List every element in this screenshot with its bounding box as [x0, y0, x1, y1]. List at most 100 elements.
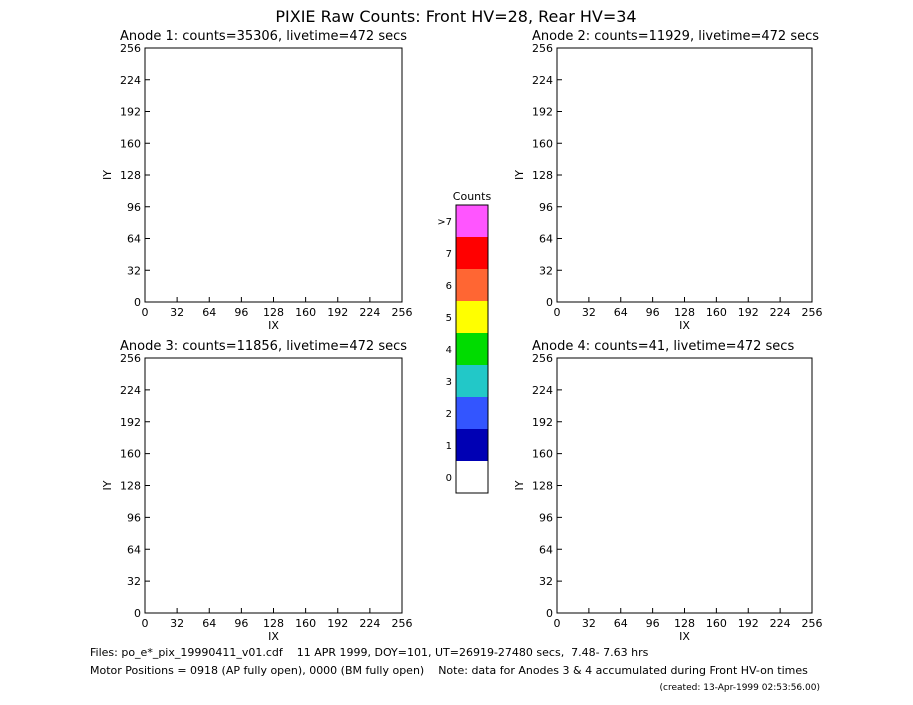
x-tick-label: 192: [738, 306, 759, 319]
colorbar-label: 1: [446, 441, 452, 452]
x-tick-label: 128: [263, 617, 284, 630]
x-tick-label: 160: [295, 306, 316, 319]
y-tick-label: 192: [120, 106, 141, 119]
x-tick-label: 96: [234, 306, 248, 319]
plot-frame: [556, 357, 813, 614]
x-tick-label: 0: [142, 617, 149, 630]
page-title: PIXIE Raw Counts: Front HV=28, Rear HV=3…: [275, 7, 636, 26]
x-tick-label: 256: [392, 306, 413, 319]
x-tick-label: 192: [327, 306, 348, 319]
x-tick-label: 32: [170, 306, 184, 319]
colorbar-label: 3: [446, 377, 452, 388]
colorbar-swatch: [456, 365, 488, 397]
colorbar-label: >7: [437, 217, 452, 228]
y-axis-label: IY: [101, 480, 114, 490]
y-tick-label: 96: [127, 511, 141, 524]
y-tick-label: 128: [532, 480, 553, 493]
y-tick-label: 0: [546, 296, 553, 309]
x-tick-label: 32: [582, 617, 596, 630]
y-tick-label: 160: [532, 137, 553, 150]
y-tick-label: 192: [120, 416, 141, 429]
x-tick-label: 128: [674, 617, 695, 630]
x-axis-label: IX: [268, 630, 279, 643]
x-axis-label: IX: [268, 319, 279, 332]
y-tick-label: 224: [532, 74, 553, 87]
x-tick-label: 0: [554, 306, 561, 319]
colorbar-swatch: [456, 429, 488, 461]
y-tick-label: 128: [120, 480, 141, 493]
x-tick-label: 64: [614, 306, 628, 319]
x-tick-label: 224: [359, 617, 380, 630]
colorbar-label: 2: [446, 409, 452, 420]
colorbar-swatch: [456, 461, 488, 493]
x-tick-label: 128: [674, 306, 695, 319]
y-tick-label: 96: [127, 201, 141, 214]
x-tick-label: 128: [263, 306, 284, 319]
y-tick-label: 256: [120, 42, 141, 55]
y-tick-label: 64: [539, 543, 553, 556]
x-tick-label: 64: [202, 306, 216, 319]
x-axis-label: IX: [679, 319, 690, 332]
x-axis-label: IX: [679, 630, 690, 643]
x-tick-label: 224: [770, 617, 791, 630]
x-tick-label: 192: [327, 617, 348, 630]
y-tick-label: 160: [120, 448, 141, 461]
colorbar-label: 0: [446, 473, 452, 484]
x-tick-label: 224: [770, 306, 791, 319]
motor-note: Motor Positions = 0918 (AP fully open), …: [90, 664, 808, 677]
y-tick-label: 0: [134, 296, 141, 309]
colorbar-swatch: [456, 397, 488, 429]
panel-title: Anode 1: counts=35306, livetime=472 secs: [120, 29, 407, 44]
y-tick-label: 96: [539, 201, 553, 214]
x-tick-label: 96: [234, 617, 248, 630]
x-tick-label: 32: [170, 617, 184, 630]
x-tick-label: 0: [554, 617, 561, 630]
y-tick-label: 32: [127, 575, 141, 588]
y-axis-label: IY: [513, 170, 526, 180]
y-tick-label: 224: [120, 384, 141, 397]
created-note: (created: 13-Apr-1999 02:53:56.00): [660, 683, 820, 693]
x-tick-label: 160: [295, 617, 316, 630]
x-tick-label: 64: [202, 617, 216, 630]
panel-title: Anode 2: counts=11929, livetime=472 secs: [532, 29, 819, 44]
panel-title: Anode 3: counts=11856, livetime=472 secs: [120, 339, 407, 354]
plot-frame: [556, 47, 813, 303]
y-tick-label: 32: [539, 575, 553, 588]
x-tick-label: 192: [738, 617, 759, 630]
x-tick-label: 256: [392, 617, 413, 630]
y-tick-label: 192: [532, 106, 553, 119]
x-tick-label: 160: [706, 306, 727, 319]
y-tick-label: 224: [532, 384, 553, 397]
y-tick-label: 64: [127, 543, 141, 556]
y-tick-label: 160: [120, 137, 141, 150]
colorbar-swatch: [456, 205, 488, 237]
colorbar-swatch: [456, 301, 488, 333]
y-axis-label: IY: [513, 480, 526, 490]
colorbar-label: 4: [446, 345, 452, 356]
colorbar-label: 5: [446, 313, 452, 324]
panel-title: Anode 4: counts=41, livetime=472 secs: [532, 339, 794, 354]
y-tick-label: 32: [127, 264, 141, 277]
y-tick-label: 128: [532, 169, 553, 182]
y-tick-label: 224: [120, 74, 141, 87]
y-tick-label: 256: [532, 352, 553, 365]
y-tick-label: 0: [546, 607, 553, 620]
colorbar-swatch: [456, 269, 488, 301]
y-tick-label: 256: [120, 352, 141, 365]
plot-frame: [144, 47, 403, 303]
y-tick-label: 160: [532, 448, 553, 461]
colorbar-frame: [455, 204, 489, 494]
colorbar-swatch: [456, 237, 488, 269]
x-tick-label: 256: [802, 306, 823, 319]
x-tick-label: 96: [646, 306, 660, 319]
colorbar-swatch: [456, 333, 488, 365]
colorbar-label: 7: [446, 249, 452, 260]
y-tick-label: 128: [120, 169, 141, 182]
plot-frame: [144, 357, 403, 614]
y-tick-label: 64: [127, 233, 141, 246]
y-tick-label: 96: [539, 511, 553, 524]
y-tick-label: 64: [539, 233, 553, 246]
colorbar-title: Counts: [453, 190, 492, 203]
colorbar-label: 6: [446, 281, 452, 292]
